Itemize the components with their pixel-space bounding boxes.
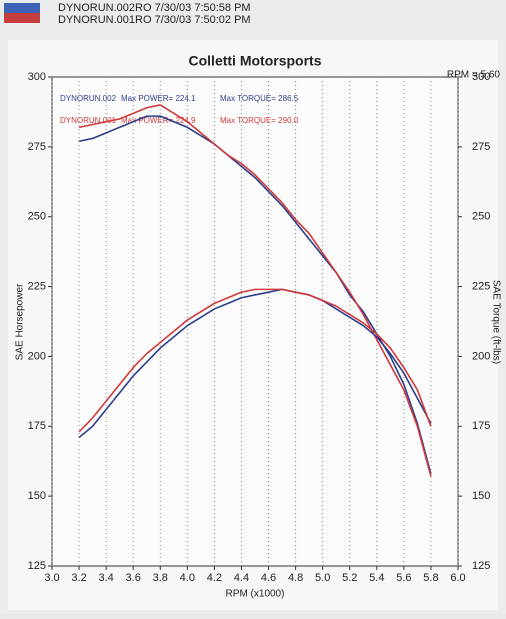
x-tick-label: 5.8 bbox=[423, 572, 438, 584]
plot-area bbox=[51, 76, 459, 567]
x-tick-label: 4.2 bbox=[207, 572, 222, 584]
y-tick-label: 150 bbox=[28, 490, 46, 502]
y2-tick-label: 200 bbox=[472, 350, 490, 362]
x-tick-label: 5.4 bbox=[369, 572, 384, 584]
y2-tick-label: 175 bbox=[472, 420, 490, 432]
app-icon-bottom bbox=[4, 13, 40, 23]
x-tick-label: 4.8 bbox=[288, 572, 303, 584]
x-tick-label: 6.0 bbox=[450, 572, 465, 584]
legend-name: DYNORUN.001 bbox=[60, 116, 117, 125]
legend-max-power: Max POWER= 224.1 bbox=[121, 94, 196, 103]
y2-tick-label: 275 bbox=[472, 141, 490, 153]
y-tick-label: 175 bbox=[28, 420, 46, 432]
legend-max-power: Max POWER= 224.9 bbox=[121, 116, 196, 125]
y2-tick-label: 150 bbox=[472, 490, 490, 502]
series-line bbox=[78, 288, 432, 439]
y2-tick-label: 125 bbox=[472, 560, 490, 572]
legend-max-torque: Max TORQUE= 290.0 bbox=[220, 116, 299, 125]
x-tick-label: 5.0 bbox=[315, 572, 330, 584]
y2-axis-label: SAE Torque (ft-lbs) bbox=[490, 280, 501, 364]
app-icon-top bbox=[4, 3, 40, 13]
legend-max-torque: Max TORQUE= 286.5 bbox=[220, 94, 299, 103]
y-axis-label: SAE Horsepower bbox=[15, 283, 26, 360]
header-line: DYNORUN.001RO 7/30/03 7:50:02 PM bbox=[58, 14, 251, 26]
x-tick-label: 3.2 bbox=[71, 572, 86, 584]
y-tick-label: 125 bbox=[28, 560, 46, 572]
x-tick-label: 3.0 bbox=[44, 572, 59, 584]
x-tick-label: 4.6 bbox=[261, 572, 276, 584]
x-tick-label: 4.0 bbox=[180, 572, 195, 584]
y2-tick-label: 300 bbox=[472, 71, 490, 83]
y-tick-label: 225 bbox=[28, 280, 46, 292]
x-axis-label: RPM (x1000) bbox=[226, 589, 285, 600]
header-line: DYNORUN.002RO 7/30/03 7:50:58 PM bbox=[58, 2, 251, 14]
y2-tick-label: 225 bbox=[472, 280, 490, 292]
chart-title: Colletti Motorsports bbox=[189, 53, 322, 69]
legend-name: DYNORUN.002 bbox=[60, 94, 117, 103]
x-tick-label: 3.4 bbox=[98, 572, 113, 584]
x-tick-label: 3.6 bbox=[126, 572, 141, 584]
x-tick-label: 3.8 bbox=[153, 572, 168, 584]
x-tick-label: 4.4 bbox=[234, 572, 249, 584]
y-tick-label: 200 bbox=[28, 350, 46, 362]
annotation: RPM = 5.60 bbox=[447, 70, 501, 81]
y-tick-label: 275 bbox=[28, 141, 46, 153]
y2-tick-label: 250 bbox=[472, 211, 490, 223]
y-tick-label: 250 bbox=[28, 211, 46, 223]
series-line bbox=[78, 288, 432, 433]
x-tick-label: 5.6 bbox=[396, 572, 411, 584]
y-tick-label: 300 bbox=[28, 71, 46, 83]
series-line bbox=[78, 115, 432, 474]
x-tick-label: 5.2 bbox=[342, 572, 357, 584]
